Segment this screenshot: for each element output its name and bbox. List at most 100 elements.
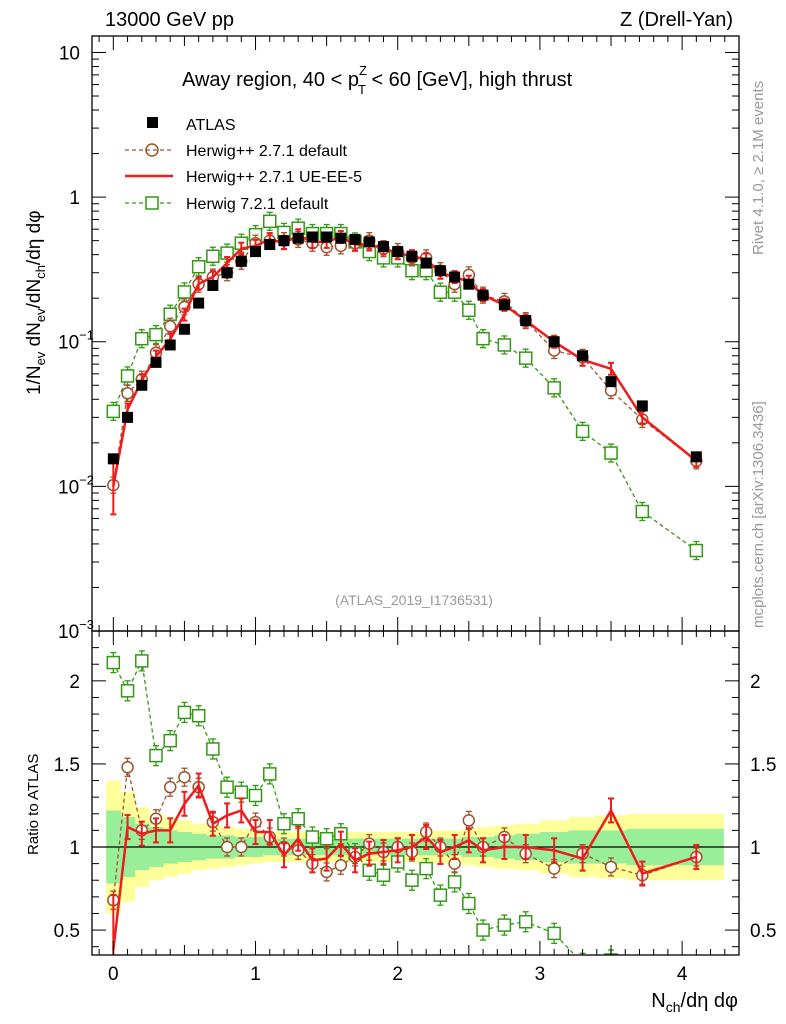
data-point-atlas: [136, 379, 148, 391]
data-point-atlas: [264, 239, 276, 251]
y-tick-label-ratio-right: 1: [750, 838, 761, 859]
data-point-atlas: [221, 267, 233, 279]
ratio-point-herwig721: [547, 926, 561, 941]
ratio-point-herwig271: [163, 780, 177, 794]
data-point-atlas: [378, 241, 390, 253]
ratio-panel: 0 1 2 3 4 2 2 1.5 1.5 1 1 0.5 0.5: [54, 630, 776, 985]
main-point-herwig721: [635, 504, 650, 519]
data-point-atlas: [292, 232, 304, 244]
header-left: 13000 GeV pp: [105, 9, 234, 31]
data-point-atlas: [548, 336, 560, 348]
ratio-point-herwig271: [547, 862, 561, 875]
y-tick-label-ratio-left: 1.5: [54, 755, 80, 776]
ratio-line-herwig721: [112, 658, 576, 955]
main-line-herwig-ue: [112, 233, 698, 487]
data-point-atlas: [636, 400, 648, 412]
ratio-point-herwig721: [291, 812, 305, 826]
ratio-point-herwig721: [405, 873, 419, 887]
main-point-herwig721: [575, 424, 590, 439]
chart-title: Away region, 40 < pZ T < 60 [GeV], high t…: [182, 63, 573, 97]
main-point-herwig721: [106, 404, 121, 419]
data-point-atlas: [420, 257, 432, 269]
main-point-herwig721: [462, 303, 476, 318]
main-point-herwig271: [163, 319, 177, 333]
main-point-herwig721: [135, 331, 149, 346]
legend-label-herwig271: Herwig++ 2.7.1 default: [186, 143, 348, 160]
data-point-atlas: [193, 297, 205, 309]
ratio-point-herwig721: [604, 953, 618, 955]
ratio-point-herwig721: [149, 748, 163, 763]
y-axis-label-main: 1/Nev dNev/dNch/dη dφ: [24, 210, 48, 395]
ratio-point-herwig721: [220, 780, 234, 794]
ratio-point-herwig721: [690, 971, 702, 983]
data-point-atlas: [306, 231, 318, 243]
data-point-atlas: [321, 231, 333, 243]
ratio-point-herwig271: [604, 860, 618, 874]
data-point-atlas: [577, 350, 589, 362]
data-point-atlas: [250, 246, 262, 258]
ratio-point-herwig271: [121, 760, 134, 774]
legend-marker-data: [147, 117, 158, 128]
main-point-herwig721: [120, 369, 135, 383]
ratio-point-herwig721: [319, 831, 334, 846]
main-point-herwig721: [497, 338, 512, 352]
ratio-point-herwig721: [177, 705, 192, 720]
ratio-point-herwig721: [447, 875, 462, 889]
data-point-atlas: [335, 232, 347, 244]
ratio-point-herwig721: [518, 915, 533, 929]
main-point-herwig271: [121, 387, 134, 400]
data-point-atlas: [363, 236, 375, 248]
data-point-atlas: [690, 451, 702, 463]
ratio-point-herwig721: [462, 896, 476, 911]
ratio-point-herwig721: [262, 767, 277, 781]
main-point-herwig721: [689, 543, 704, 558]
side-label-top: Rivet 4.1.0, ≥ 2.1M events: [750, 81, 767, 255]
data-point-atlas: [434, 265, 446, 277]
y-tick-label-main: 10−2: [58, 472, 94, 498]
ratio-point-herwig271: [178, 770, 191, 784]
ratio-point-herwig721: [248, 788, 263, 803]
main-line-herwig271: [112, 238, 697, 486]
ratio-point-herwig721: [106, 655, 121, 670]
ratio-point-herwig271: [220, 840, 234, 854]
data-point-atlas: [406, 250, 418, 262]
x-tick-label: 1: [250, 964, 261, 985]
ratio-point-herwig721: [135, 654, 149, 668]
ratio-point-herwig271: [462, 814, 476, 827]
data-point-atlas: [207, 279, 219, 291]
data-point-atlas: [164, 339, 176, 351]
data-point-atlas: [178, 323, 190, 335]
main-point-herwig721: [433, 285, 448, 299]
y-tick-label-ratio-left: 2: [69, 672, 80, 693]
y-tick-label-ratio-right: 0.5: [750, 921, 776, 942]
analysis-label: (ATLAS_2019_I1736531): [335, 592, 493, 608]
legend-label-herwig721: Herwig 7.2.1 default: [186, 196, 329, 213]
main-point-herwig721: [547, 381, 561, 395]
data-point-atlas: [278, 235, 290, 247]
data-point-atlas: [449, 271, 461, 283]
ratio-point-herwig721: [577, 957, 589, 969]
main-point-herwig721: [604, 446, 618, 460]
ratio-frame: [91, 630, 740, 956]
legend-marker-herwig271: [145, 143, 159, 157]
ratio-point-herwig721: [497, 918, 512, 932]
data-point-atlas: [150, 356, 162, 368]
data-point-atlas: [477, 289, 489, 301]
main-point-herwig721: [262, 214, 277, 229]
data-point-atlas: [107, 453, 119, 465]
x-tick-label: 2: [392, 964, 403, 985]
ratio-point-herwig721: [191, 708, 206, 723]
x-tick-label: 0: [108, 964, 119, 985]
data-point-atlas: [122, 411, 134, 423]
y-tick-label-main: 10: [59, 43, 80, 64]
ratio-point-herwig271: [235, 840, 248, 854]
x-axis-label: Nch/dη dφ: [651, 990, 738, 1015]
ratio-point-herwig721: [433, 888, 448, 902]
x-tick-label: 4: [677, 964, 688, 985]
ratio-point-herwig721: [476, 923, 490, 937]
data-point-atlas: [520, 315, 532, 327]
main-point-herwig721: [518, 351, 533, 365]
data-point-atlas: [605, 376, 617, 388]
data-point-atlas: [392, 246, 404, 258]
